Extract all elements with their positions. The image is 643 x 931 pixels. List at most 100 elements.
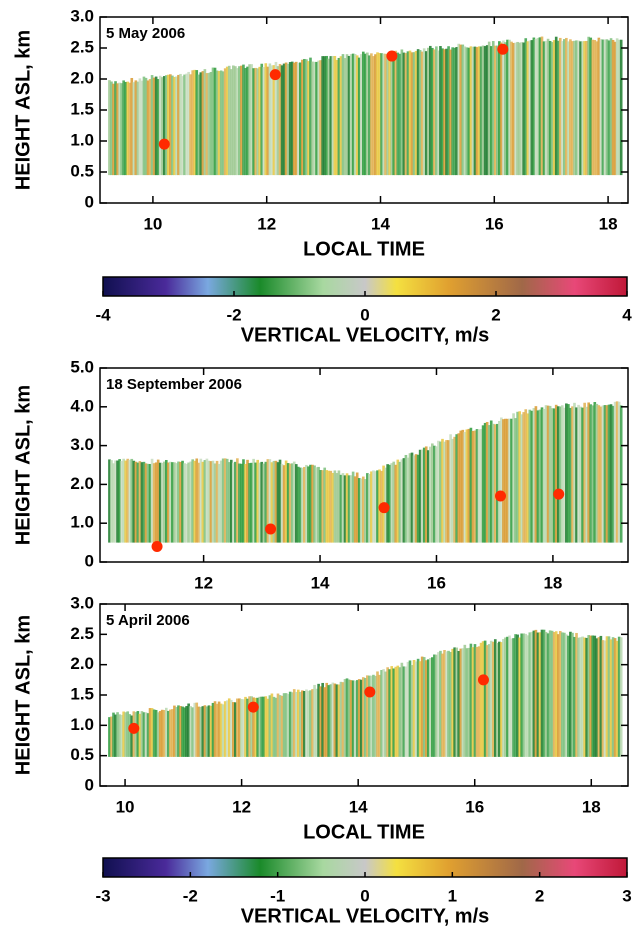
curtain-stripe	[112, 463, 115, 543]
curtain-stripe	[211, 702, 215, 757]
curtain-stripe	[244, 696, 247, 757]
curtain-stripe	[558, 630, 562, 757]
curtain-stripe	[268, 63, 272, 176]
curtain-stripe	[353, 54, 357, 176]
curtain-stripe	[443, 441, 446, 543]
curtain-stripe	[351, 471, 355, 543]
curtain-stripe	[406, 661, 410, 757]
curtain-stripe	[195, 702, 199, 757]
curtain-stripe	[272, 696, 276, 757]
y-tick-label: 2.5	[70, 624, 94, 643]
curtain-stripe	[150, 458, 154, 543]
curtain-stripe	[433, 654, 436, 757]
curtain-stripe	[144, 77, 148, 176]
curtain-stripe	[556, 40, 560, 176]
curtain-stripe	[487, 41, 491, 176]
curtain-stripe	[294, 61, 298, 176]
curtain-stripe	[138, 78, 142, 176]
curtain-stripe	[215, 460, 219, 543]
curtain-stripe	[246, 459, 249, 543]
curtain-stripe	[368, 473, 371, 543]
curtain-stripe	[477, 646, 481, 757]
curtain-stripe	[481, 425, 485, 543]
curtain-stripe	[550, 42, 554, 176]
curtain-stripe	[183, 74, 186, 176]
curtain-stripe	[585, 637, 588, 757]
curtain-stripe	[611, 39, 615, 176]
curtain-stripe	[534, 406, 538, 543]
curtain-stripe	[169, 709, 172, 757]
curtain-stripe	[183, 463, 186, 543]
curtain-stripe	[264, 696, 268, 757]
curtain-stripe	[465, 648, 469, 757]
curtain-stripe	[437, 440, 440, 543]
curtain-stripe	[299, 691, 302, 757]
curtain-stripe	[353, 476, 357, 543]
curtain-stripe	[187, 462, 190, 543]
curtain-stripe	[140, 711, 144, 757]
curtain-stripe	[254, 67, 257, 176]
curtain-stripe	[189, 461, 192, 543]
curtain-stripe	[433, 49, 436, 176]
red-dot	[269, 69, 281, 81]
curtain-stripe	[463, 644, 467, 757]
curtain-stripe	[516, 411, 519, 543]
curtain-stripe	[264, 63, 268, 176]
curtain-stripe	[522, 412, 526, 543]
curtain-stripe	[232, 65, 235, 176]
curtain-stripe	[514, 42, 517, 176]
curtain-stripe	[416, 658, 420, 757]
curtain-stripe	[388, 464, 391, 543]
curtain-stripe	[359, 679, 363, 757]
curtain-stripe	[195, 70, 199, 176]
curtain-stripe	[160, 77, 164, 176]
curtain-stripe	[526, 413, 530, 543]
curtain-stripe	[498, 41, 501, 176]
red-dot	[128, 722, 140, 734]
curtain-stripe	[443, 49, 446, 176]
curtain-stripe	[240, 65, 243, 176]
curtain-stripe	[136, 462, 140, 543]
curtain-stripe	[386, 667, 389, 757]
curtain-stripe	[160, 462, 164, 543]
curtain-stripe	[146, 463, 150, 543]
curtain-stripe	[437, 50, 440, 176]
curtain-stripe	[223, 701, 227, 757]
curtain-stripe	[278, 63, 282, 176]
curtain-stripe	[347, 55, 351, 176]
curtain-stripe	[341, 682, 345, 757]
curtain-stripe	[335, 684, 339, 757]
curtain-stripe	[569, 407, 572, 543]
curtain-stripe	[203, 705, 207, 757]
curtain-stripe	[175, 463, 178, 543]
curtain-stripe	[260, 63, 264, 176]
curtain-stripe	[177, 705, 180, 757]
curtain-stripe	[550, 630, 554, 757]
curtain-stripe	[319, 686, 322, 757]
curtain-stripe	[173, 76, 176, 176]
curtain-stripe	[112, 712, 115, 757]
curtain-stripe	[203, 460, 207, 543]
curtain-stripe	[441, 438, 444, 543]
curtain-stripe	[609, 38, 613, 176]
curtain-stripe	[370, 53, 373, 176]
curtain-stripe	[617, 636, 621, 757]
curtain-stripe	[412, 455, 416, 543]
curtain-stripe	[258, 696, 262, 757]
curtain-stripe	[439, 441, 442, 543]
y-tick-label: 3.0	[70, 593, 94, 612]
curtain-stripe	[493, 639, 497, 757]
curtain-stripe	[357, 679, 361, 757]
curtain-stripe	[191, 707, 195, 757]
curtain-stripe	[573, 636, 576, 757]
curtain-stripe	[583, 402, 586, 543]
curtain-stripe	[260, 696, 264, 757]
curtain-stripe	[156, 712, 160, 757]
curtain-stripe	[583, 637, 586, 757]
curtain-stripe	[424, 660, 428, 757]
curtain-stripe	[587, 36, 591, 176]
curtain-stripe	[607, 636, 611, 757]
curtain-stripe	[211, 460, 215, 543]
curtain-stripe	[343, 679, 347, 757]
curtain-stripe	[331, 682, 335, 757]
